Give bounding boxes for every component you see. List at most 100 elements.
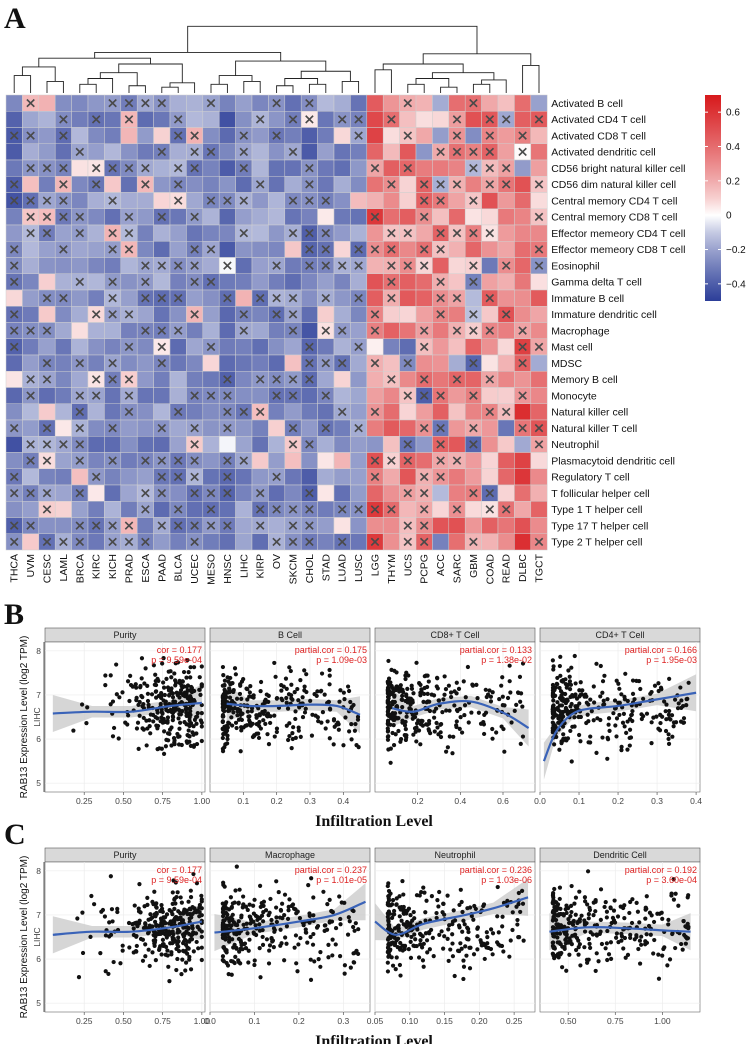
- data-point: [515, 917, 520, 923]
- data-point: [311, 913, 316, 918]
- data-point: [614, 734, 619, 739]
- data-point: [243, 946, 249, 951]
- heat-cell-6-16: [268, 192, 286, 209]
- heat-cell-23-2: [38, 468, 56, 486]
- x-tick-label-1-0: 0.1: [237, 796, 249, 806]
- heat-cell-9-27: [448, 241, 466, 258]
- data-point: [494, 730, 499, 735]
- data-point: [608, 940, 614, 945]
- data-point: [284, 924, 289, 929]
- data-point: [310, 712, 315, 717]
- x-tick-label-2-3: 0.20: [471, 1016, 488, 1026]
- heat-cell-18-14: [235, 387, 253, 404]
- data-point: [600, 679, 606, 684]
- data-point: [75, 916, 80, 921]
- heat-cell-7-17: [284, 208, 302, 226]
- data-point: [98, 951, 103, 956]
- row-label-25: Type 1 T helper cell: [551, 504, 642, 516]
- data-point: [605, 697, 610, 702]
- data-point: [649, 741, 654, 746]
- heat-cell-15-16: [268, 338, 286, 356]
- data-point: [684, 703, 689, 708]
- heat-cell-10-15: [251, 257, 269, 274]
- heat-cell-18-0: [5, 387, 23, 404]
- data-point: [638, 686, 643, 692]
- nonsig-mark: [108, 310, 117, 319]
- data-point: [634, 900, 639, 905]
- data-point: [282, 913, 287, 918]
- heat-cell-24-10: [169, 484, 187, 502]
- data-point: [629, 712, 634, 717]
- data-point: [153, 958, 158, 963]
- nonsig-mark: [518, 326, 527, 335]
- data-point: [284, 686, 289, 691]
- data-point: [398, 973, 403, 978]
- heat-cell-23-8: [136, 468, 154, 486]
- trend-line-3: [549, 926, 691, 933]
- data-point: [484, 945, 489, 950]
- heat-cell-11-17: [284, 273, 302, 291]
- data-point: [155, 710, 160, 715]
- heat-cell-14-13: [218, 322, 236, 339]
- data-point: [197, 902, 203, 908]
- data-point: [427, 931, 432, 936]
- data-point: [482, 956, 487, 962]
- data-point: [468, 905, 473, 910]
- nonsig-mark: [469, 391, 478, 400]
- heat-cell-4-26: [432, 159, 450, 177]
- pvalue-annotation-3: p = 1.95e-03: [646, 655, 697, 665]
- data-point: [194, 881, 200, 886]
- data-point: [176, 909, 181, 914]
- heat-cell-8-12: [202, 224, 220, 242]
- data-point: [391, 742, 397, 748]
- data-point: [167, 693, 172, 698]
- heat-cell-26-21: [350, 517, 368, 534]
- data-point: [269, 917, 274, 923]
- nonsig-mark: [9, 472, 19, 482]
- data-point: [400, 948, 405, 953]
- data-point: [520, 661, 526, 666]
- heat-cell-23-14: [235, 468, 253, 486]
- data-point: [448, 690, 454, 695]
- data-point: [305, 940, 310, 945]
- heat-cell-14-26: [432, 322, 450, 339]
- heat-cell-11-31: [514, 273, 532, 291]
- heat-cell-12-1: [22, 289, 40, 307]
- data-point: [394, 955, 399, 960]
- data-point: [658, 685, 664, 690]
- dendro-branch: [99, 72, 138, 86]
- heat-cell-15-1: [22, 338, 40, 356]
- data-point: [166, 669, 171, 674]
- data-point: [600, 735, 605, 740]
- nonsig-mark: [141, 326, 150, 335]
- nonsig-mark: [534, 537, 544, 547]
- nonsig-mark: [173, 196, 183, 205]
- data-point: [669, 891, 674, 896]
- data-point: [604, 941, 609, 946]
- data-point: [392, 908, 397, 914]
- data-point: [143, 921, 148, 926]
- data-point: [648, 691, 653, 696]
- data-point: [518, 699, 523, 704]
- data-point: [269, 936, 274, 941]
- data-point: [161, 656, 166, 661]
- nonsig-mark: [469, 440, 478, 449]
- data-point: [418, 690, 423, 695]
- data-point: [646, 923, 652, 929]
- nonsig-mark: [26, 375, 35, 384]
- pvalue-annotation-2: p = 1.38e-02: [481, 655, 532, 665]
- nonsig-mark: [436, 440, 445, 449]
- data-point: [186, 670, 191, 675]
- data-point: [394, 896, 399, 901]
- data-point: [635, 909, 641, 914]
- heat-cell-2-32: [530, 127, 548, 144]
- colorbar-label-0: 0.6: [726, 108, 740, 119]
- data-point: [507, 679, 512, 684]
- heat-cell-27-30: [497, 533, 515, 551]
- data-point: [176, 935, 181, 940]
- x-axis-title: Infiltration Level: [315, 813, 433, 830]
- data-point: [672, 697, 678, 702]
- heat-cell-25-7: [120, 501, 138, 518]
- data-point: [128, 682, 134, 688]
- data-point: [103, 682, 108, 688]
